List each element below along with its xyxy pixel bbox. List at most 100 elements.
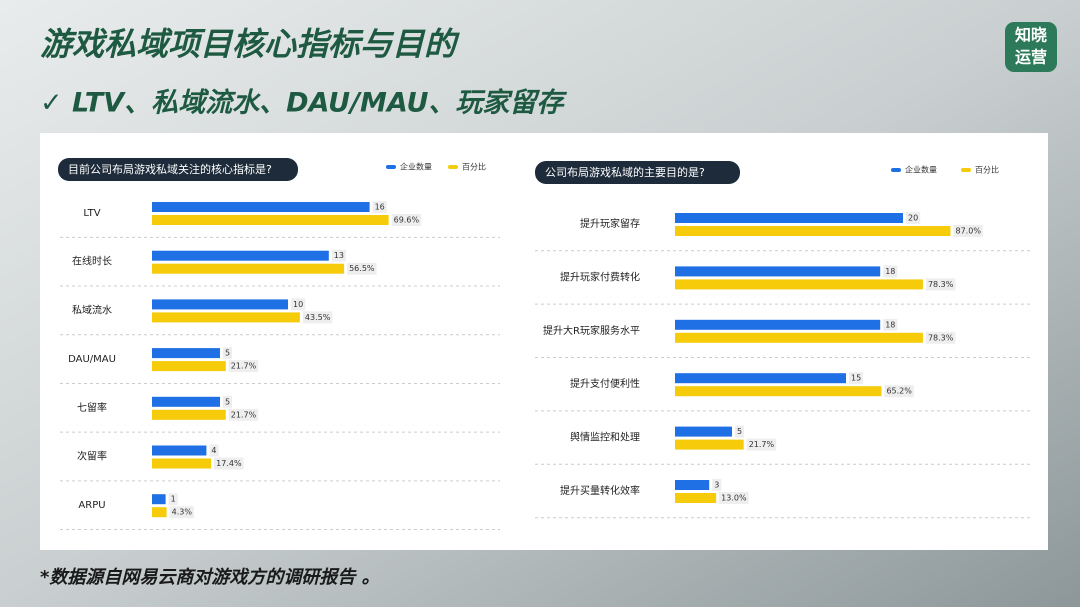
logo-text: 知晓 (1015, 26, 1047, 45)
value-label: 15 (851, 374, 861, 383)
page-subtitle: ✓ LTV、私域流水、DAU/MAU、玩家留存 (40, 88, 567, 119)
value-label: 4.3% (172, 508, 193, 517)
page-title: 游戏私域项目核心指标与目的 (40, 25, 460, 63)
value-label-bg (302, 311, 333, 324)
value-label-bg (228, 408, 259, 421)
value-label-bg (735, 425, 745, 438)
bar (675, 332, 923, 343)
chart-title: 公司布局游戏私域的主要目的是? (545, 165, 705, 179)
value-label: 10 (293, 300, 303, 309)
category-label: 次留率 (77, 450, 107, 463)
legend-swatch (891, 168, 901, 172)
value-label: 5 (225, 349, 230, 358)
bar (152, 312, 300, 323)
bar (675, 279, 923, 290)
value-label-bg (883, 318, 898, 331)
bar (152, 348, 220, 359)
value-label: 21.7% (749, 440, 775, 449)
category-label: 提升玩家付费转化 (560, 270, 640, 283)
legend-label: 企业数量 (905, 165, 937, 175)
value-label-bg (223, 347, 233, 360)
category-label: LTV (83, 208, 100, 219)
bar (152, 361, 226, 372)
bar (152, 458, 212, 469)
footnote: *数据源自网易云商对游戏方的调研报告 。 (40, 567, 380, 588)
bar (675, 213, 903, 223)
value-label: 1 (171, 495, 176, 504)
category-label: 提升买量转化效率 (560, 484, 640, 497)
chart-title-bg (58, 158, 298, 181)
value-label: 87.0% (956, 227, 982, 236)
logo-text: 运营 (1015, 48, 1047, 67)
value-label: 17.4% (216, 459, 242, 468)
value-label: 13.0% (721, 494, 747, 503)
legend-swatch (961, 168, 971, 172)
category-label: 在线时长 (72, 255, 112, 268)
value-label: 21.7% (231, 410, 257, 419)
value-label: 43.5% (305, 313, 331, 322)
legend-label: 百分比 (975, 165, 999, 175)
category-label: 舆情监控和处理 (570, 431, 640, 444)
value-label-bg (209, 444, 219, 457)
value-label: 78.3% (928, 333, 954, 342)
bar (152, 263, 345, 274)
value-label: 78.3% (928, 280, 954, 289)
bar (152, 250, 329, 261)
bar (152, 202, 370, 212)
value-label-bg (746, 438, 777, 451)
value-label: 69.6% (394, 216, 420, 225)
category-label: 七留率 (77, 401, 107, 414)
value-label-bg (331, 249, 346, 262)
bar (675, 373, 846, 384)
category-label: DAU/MAU (68, 354, 116, 365)
bar (675, 386, 882, 397)
value-label-bg (906, 212, 921, 224)
value-label-bg (169, 506, 194, 519)
bar (675, 480, 710, 490)
logo-box (1005, 22, 1057, 72)
value-label: 16 (375, 203, 385, 212)
value-label-bg (849, 372, 864, 385)
bar (152, 299, 288, 310)
value-label: 5 (737, 427, 742, 436)
bar (152, 215, 389, 225)
value-label: 18 (885, 267, 895, 276)
value-label-bg (223, 395, 233, 408)
bar (675, 266, 881, 277)
bar (675, 439, 744, 450)
bar (152, 494, 166, 505)
category-label: 提升玩家留存 (580, 217, 640, 230)
chart-title: 目前公司布局游戏私域关注的核心指标是? (68, 162, 272, 176)
value-label-bg (883, 265, 898, 278)
category-label: 私域流水 (72, 303, 112, 316)
bar (152, 507, 167, 518)
value-label-bg (228, 360, 259, 373)
value-label: 18 (885, 320, 895, 329)
value-label: 65.2% (886, 387, 912, 396)
value-label-bg (214, 457, 244, 470)
value-label: 20 (908, 214, 918, 223)
value-label: 5 (225, 397, 230, 406)
value-label: 3 (714, 481, 719, 490)
bar (152, 445, 207, 456)
value-label-bg (372, 201, 387, 213)
value-label-bg (291, 298, 306, 311)
value-label-bg (719, 492, 749, 504)
value-label-bg (347, 262, 377, 275)
value-label-bg (953, 225, 983, 237)
value-label: 4 (211, 446, 216, 455)
value-label-bg (391, 214, 422, 226)
value-label: 13 (334, 251, 344, 260)
category-label: ARPU (78, 500, 105, 511)
value-label-bg (925, 331, 956, 344)
legend-label: 企业数量 (400, 162, 432, 172)
value-label-bg (884, 385, 914, 398)
chart-title-bg (535, 161, 740, 184)
legend-swatch (386, 165, 396, 169)
bar (675, 226, 951, 236)
legend-swatch (448, 165, 458, 169)
value-label-bg (168, 493, 178, 506)
value-label-bg (712, 479, 722, 491)
bar (675, 319, 881, 330)
